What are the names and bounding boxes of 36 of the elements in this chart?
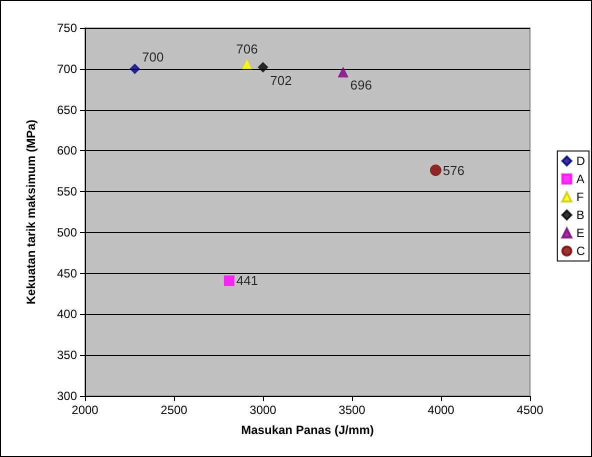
y-tick-label: 400: [56, 307, 78, 322]
x-tick-label: 4000: [428, 403, 455, 417]
data-label: 441: [236, 273, 258, 288]
y-tick-label: 450: [56, 266, 78, 280]
x-tick-label: 3500: [338, 403, 366, 417]
data-label: 700: [142, 49, 164, 64]
point: [242, 58, 252, 70]
y-tick-label: 500: [56, 225, 78, 240]
legend-label: E: [576, 226, 584, 240]
x-tick-label: 3000: [250, 403, 277, 417]
point: [130, 64, 140, 74]
data-label: 706: [236, 41, 258, 56]
legend-label: A: [576, 172, 584, 186]
y-tick-label: 750: [56, 21, 78, 35]
y-tick-label: 650: [56, 102, 78, 117]
data-label: 696: [350, 78, 372, 93]
legend-label: F: [576, 190, 584, 204]
y-tick-label: 700: [56, 62, 78, 76]
point: [258, 62, 268, 73]
y-tick-label: 350: [56, 348, 78, 362]
point: [338, 66, 348, 78]
y-tick-label: 600: [56, 144, 78, 158]
y-axis-title: Kekuatan tarik maksimum (MPa): [24, 120, 38, 304]
x-tick-label: 4500: [516, 403, 544, 417]
legend-label: C: [576, 244, 586, 258]
y-tick-label: 300: [56, 389, 78, 403]
point: [224, 275, 234, 286]
data-label: 702: [270, 72, 292, 88]
data-label: 576: [442, 162, 465, 178]
x-tick-label: 2000: [72, 403, 99, 417]
y-tick-label: 550: [56, 184, 78, 199]
legend-label: D: [576, 154, 586, 168]
x-tick-label: 2500: [160, 403, 188, 417]
x-axis-title: Masukan Panas (J/mm): [241, 423, 374, 437]
legend-label: B: [576, 208, 584, 222]
point: [430, 164, 442, 176]
